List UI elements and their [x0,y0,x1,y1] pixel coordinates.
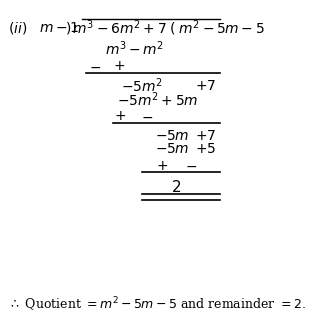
Text: $+$: $+$ [156,159,168,173]
Text: $-5m^2 + 5m$: $-5m^2 + 5m$ [117,90,198,109]
Text: $m^3 - m^2$: $m^3 - m^2$ [105,40,164,58]
Text: $+7$: $+7$ [195,79,216,93]
Text: $+$: $+$ [113,60,125,74]
Text: $+7$: $+7$ [195,129,216,143]
Text: $-5m$: $-5m$ [154,142,189,156]
Text: $\therefore$ Quotient $= m^2 - 5m - 5$ and remainder $= 2.$: $\therefore$ Quotient $= m^2 - 5m - 5$ a… [8,296,306,315]
Text: $) \, m^3 - 6m^2 + 7 \; ( \; m^2 - 5m - 5$: $) \, m^3 - 6m^2 + 7 \; ( \; m^2 - 5m - … [65,18,264,38]
Text: $-$: $-$ [89,60,101,74]
Text: $-$: $-$ [141,110,153,123]
Text: $(ii)$: $(ii)$ [8,20,27,36]
Text: $-5m^2$: $-5m^2$ [121,76,163,95]
Text: $-$: $-$ [186,159,198,173]
Text: $m-1$: $m-1$ [39,21,79,35]
Text: $-5m$: $-5m$ [154,129,189,143]
Text: $+$: $+$ [114,110,126,123]
Text: $2$: $2$ [172,179,182,195]
Text: $+5$: $+5$ [195,142,216,156]
